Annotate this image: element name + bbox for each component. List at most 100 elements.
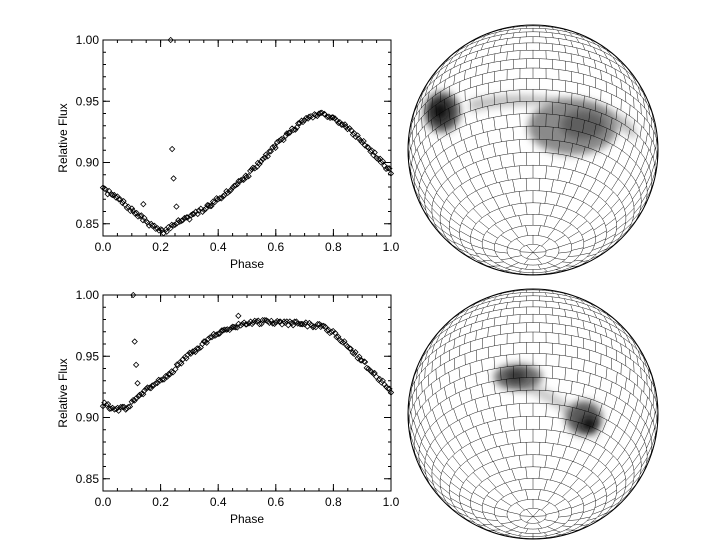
data-point <box>386 165 393 172</box>
longitude-line <box>475 252 487 256</box>
longitude-line <box>603 51 608 59</box>
data-point <box>320 322 327 330</box>
longitude-line <box>439 377 442 390</box>
longitude-line <box>590 460 600 472</box>
longitude-line <box>512 26 515 30</box>
longitude-line <box>593 123 597 137</box>
longitude-line <box>432 145 437 157</box>
longitude-line <box>647 368 651 380</box>
longitude-line <box>588 373 591 386</box>
longitude-line <box>420 423 426 435</box>
longitude-line <box>602 505 613 511</box>
longitude-line <box>469 253 479 257</box>
data-point <box>347 345 354 352</box>
longitude-line <box>493 317 496 327</box>
longitude-line <box>427 110 429 122</box>
longitude-line <box>646 453 652 464</box>
longitude-line <box>597 512 607 518</box>
longitude-line <box>646 445 653 456</box>
longitude-line <box>439 113 442 126</box>
longitude-line <box>499 155 503 169</box>
latitude-line <box>424 138 642 224</box>
longitude-line <box>459 248 469 254</box>
longitude-line <box>605 191 614 203</box>
longitude-line <box>605 497 616 504</box>
longitude-line <box>482 503 495 509</box>
longitude-line <box>635 434 642 446</box>
longitude-line <box>448 68 452 78</box>
longitude-line <box>446 198 456 209</box>
longitude-line <box>498 472 506 484</box>
data-point <box>256 320 263 328</box>
longitude-line <box>518 215 523 227</box>
data-point <box>214 196 222 203</box>
longitude-line <box>452 245 461 251</box>
longitude-line <box>573 259 584 262</box>
longitude-line <box>481 95 483 108</box>
longitude-line <box>448 108 451 120</box>
starspot-map-1 <box>407 24 659 276</box>
longitude-line <box>443 79 446 90</box>
longitude-line <box>571 511 584 515</box>
longitude-line <box>625 334 631 343</box>
longitude-line <box>439 338 443 348</box>
data-point <box>314 112 321 120</box>
longitude-line <box>469 517 479 521</box>
longitude-line <box>545 429 548 443</box>
longitude-line <box>487 158 492 172</box>
longitude-line <box>434 349 438 360</box>
longitude-line <box>638 442 645 453</box>
longitude-line <box>594 59 597 69</box>
longitude-line <box>595 494 607 502</box>
longitude-line <box>421 442 428 453</box>
longitude-line <box>654 388 656 400</box>
longitude-line <box>558 90 560 103</box>
data-point <box>384 385 392 392</box>
longitude-line <box>569 32 573 37</box>
data-point <box>104 400 112 408</box>
longitude-line <box>588 109 591 122</box>
longitude-line <box>581 146 586 160</box>
longitude-line <box>458 328 462 337</box>
data-point <box>170 175 177 182</box>
longitude-line <box>543 479 548 491</box>
data-point <box>351 350 358 358</box>
longitude-line <box>620 99 622 111</box>
longitude-line <box>614 470 624 480</box>
x-tick-label: 0.8 <box>325 240 342 254</box>
longitude-line <box>459 203 469 213</box>
longitude-line <box>492 304 496 312</box>
longitude-line <box>518 191 522 204</box>
data-point <box>194 345 201 352</box>
longitude-line <box>562 182 567 195</box>
longitude-line <box>579 252 591 256</box>
longitude-line <box>486 301 491 307</box>
longitude-line <box>581 410 586 424</box>
longitude-line <box>618 431 625 444</box>
longitude-line <box>545 37 547 44</box>
latitude-line <box>410 100 656 179</box>
longitude-line <box>621 192 630 203</box>
longitude-line <box>651 171 656 182</box>
longitude-line <box>608 408 613 421</box>
x-tick-label: 0.8 <box>325 495 342 509</box>
longitude-line <box>429 445 437 457</box>
longitude-line <box>519 139 521 153</box>
longitude-line <box>539 290 541 293</box>
longitude-line <box>512 307 515 316</box>
longitude-line <box>605 103 608 116</box>
longitude-line <box>638 178 645 189</box>
longitude-line <box>452 509 461 515</box>
longitude-line <box>494 261 504 263</box>
longitude-line <box>434 487 443 496</box>
longitude-line <box>512 296 515 302</box>
spot-lower <box>566 401 602 435</box>
longitude-line <box>436 420 442 433</box>
longitude-line <box>525 295 527 301</box>
data-point <box>167 36 174 44</box>
longitude-line <box>413 117 416 128</box>
data-point <box>138 390 145 397</box>
longitude-line <box>506 115 508 128</box>
tick-marks <box>102 39 392 237</box>
longitude-line <box>636 355 639 366</box>
